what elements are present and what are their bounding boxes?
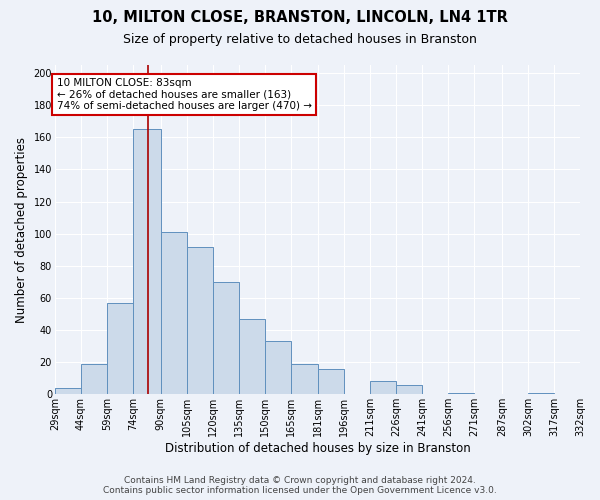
Bar — [133, 130, 161, 394]
Y-axis label: Number of detached properties: Number of detached properties — [15, 136, 28, 322]
Bar — [528, 392, 554, 394]
Bar — [212, 282, 239, 395]
Bar — [81, 364, 107, 394]
Text: 10 MILTON CLOSE: 83sqm
← 26% of detached houses are smaller (163)
74% of semi-de: 10 MILTON CLOSE: 83sqm ← 26% of detached… — [56, 78, 311, 111]
X-axis label: Distribution of detached houses by size in Branston: Distribution of detached houses by size … — [164, 442, 470, 455]
Bar — [290, 364, 318, 394]
Bar — [161, 232, 187, 394]
Bar — [370, 382, 396, 394]
Text: Size of property relative to detached houses in Branston: Size of property relative to detached ho… — [123, 32, 477, 46]
Bar — [239, 319, 265, 394]
Text: Contains HM Land Registry data © Crown copyright and database right 2024.
Contai: Contains HM Land Registry data © Crown c… — [103, 476, 497, 495]
Bar — [107, 302, 133, 394]
Bar — [187, 246, 212, 394]
Text: 10, MILTON CLOSE, BRANSTON, LINCOLN, LN4 1TR: 10, MILTON CLOSE, BRANSTON, LINCOLN, LN4… — [92, 10, 508, 25]
Bar — [448, 392, 474, 394]
Bar — [396, 384, 422, 394]
Bar — [318, 368, 344, 394]
Bar — [265, 342, 290, 394]
Bar — [55, 388, 81, 394]
